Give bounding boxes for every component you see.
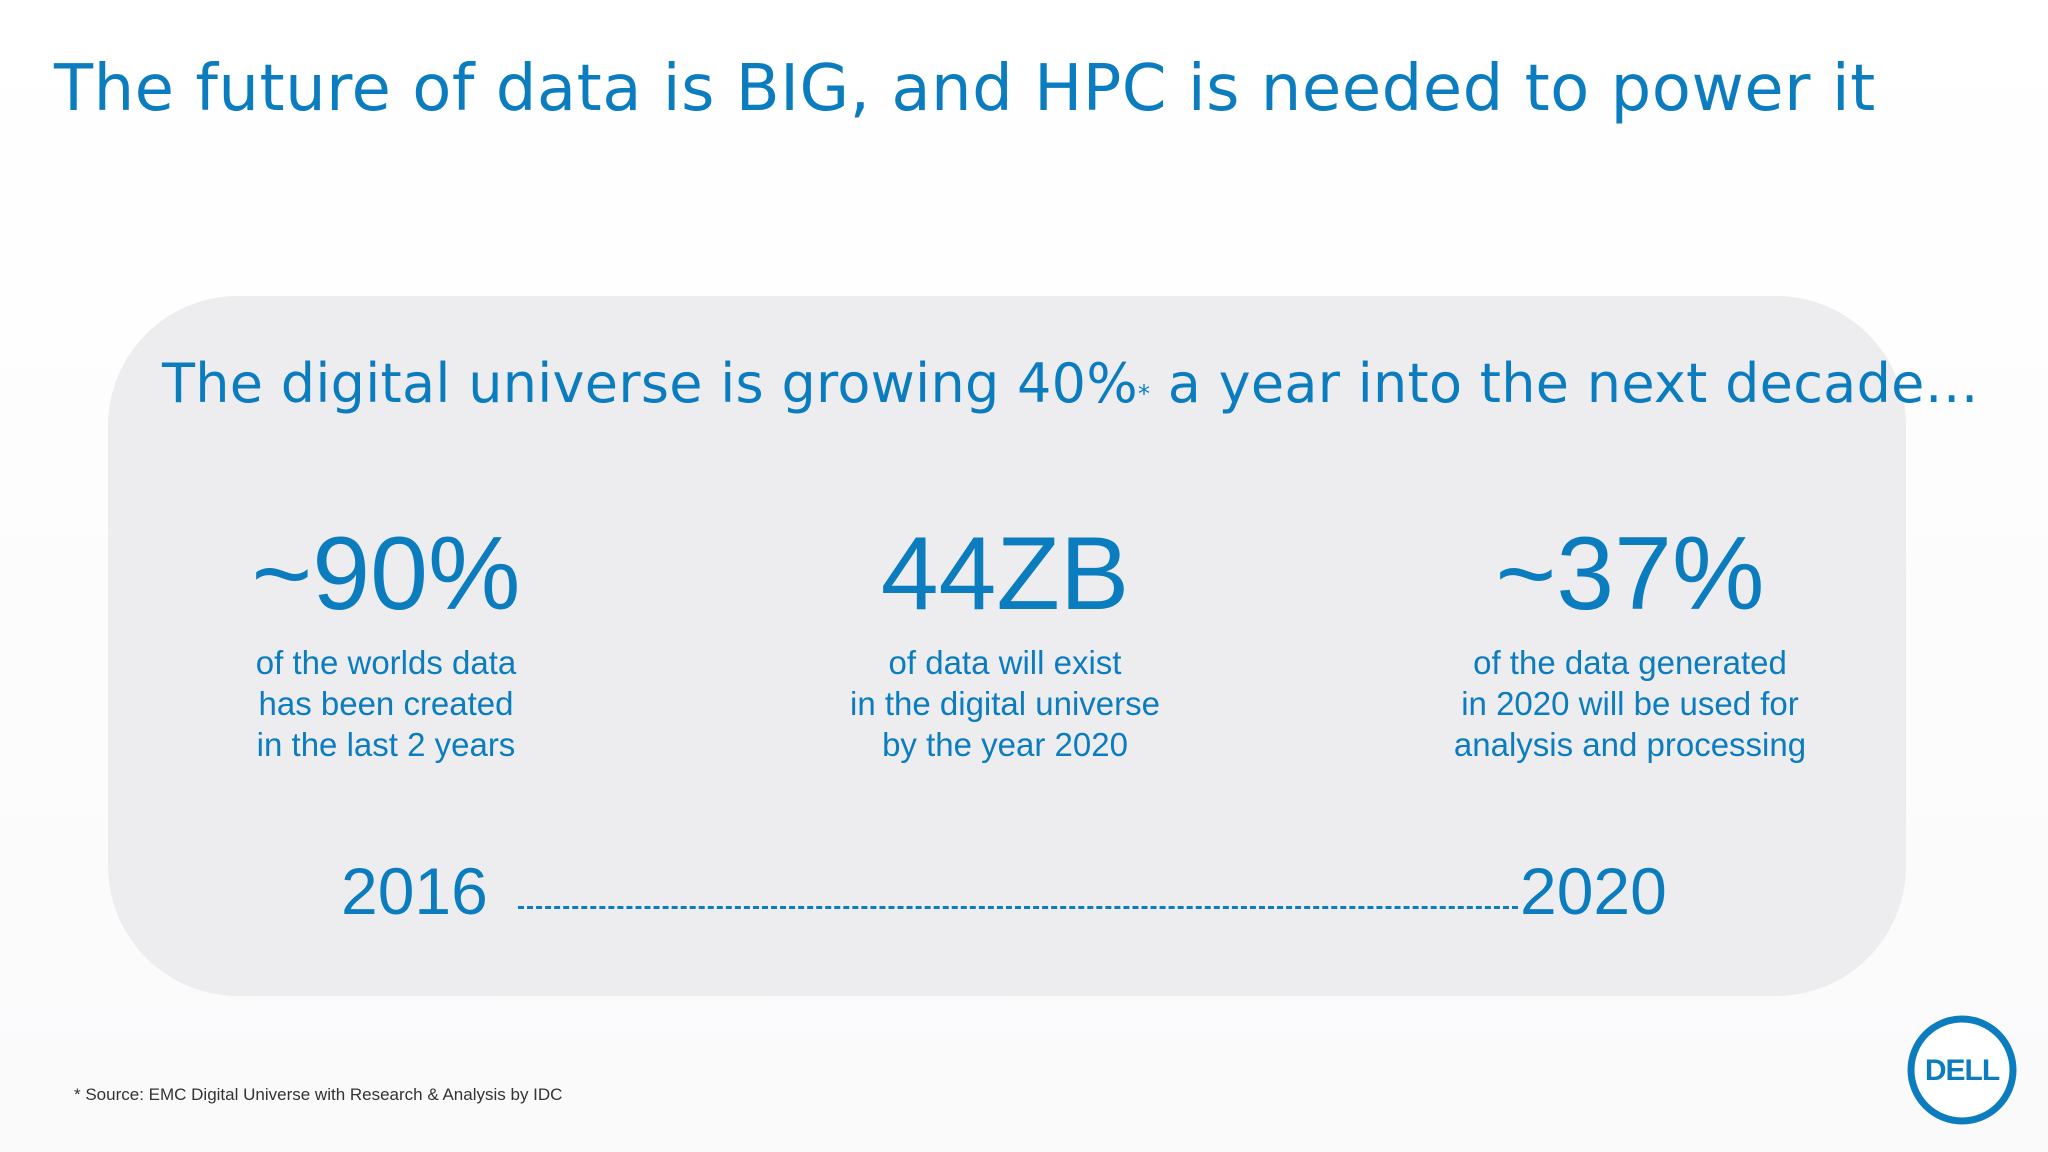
stat-description-line: in the digital universe — [849, 685, 1161, 722]
timeline-dashed-line — [518, 906, 1518, 909]
dell-logo-icon: DELL — [1907, 1015, 2017, 1125]
stat-value: ~90% — [251, 516, 521, 632]
subtitle-text: The digital universe is growing 40% — [162, 352, 1138, 415]
subtitle-asterisk: * — [1137, 380, 1151, 408]
stat-data-analyzed: ~37% of the data generated in 2020 will … — [1420, 522, 1840, 765]
logo-text: DELL — [1925, 1054, 2000, 1087]
stats-panel: The digital universe is growing 40%* a y… — [108, 296, 1979, 996]
panel-subtitle: The digital universe is growing 40%* a y… — [162, 352, 1979, 415]
stat-data-volume: 44ZB of data will exist in the digital u… — [795, 522, 1215, 765]
timeline-end-year: 2020 — [1520, 854, 1667, 928]
stat-description-line: by the year 2020 — [882, 726, 1128, 763]
stat-description-line: in the last 2 years — [256, 726, 516, 763]
subtitle-text-rest: a year into the next decade… — [1150, 352, 1979, 415]
stat-description-line: in 2020 will be used for — [1461, 685, 1799, 722]
stat-description-line: of the data generated — [1473, 644, 1787, 681]
stat-description: of the data generated in 2020 will be us… — [1420, 642, 1840, 765]
stat-description: of the worlds data has been created in t… — [176, 642, 596, 765]
stat-description-line: of the worlds data — [255, 644, 517, 681]
slide-title: The future of data is BIG, and HPC is ne… — [54, 52, 1876, 126]
stat-value: 44ZB — [880, 516, 1130, 632]
timeline-start-year: 2016 — [341, 854, 488, 928]
stat-data-created: ~90% of the worlds data has been created… — [176, 522, 596, 765]
stat-value: ~37% — [1495, 516, 1765, 632]
stat-description: of data will exist in the digital univer… — [795, 642, 1215, 765]
source-footnote: * Source: EMC Digital Universe with Rese… — [74, 1085, 563, 1104]
stat-description-line: of data will exist — [888, 644, 1122, 681]
stat-description-line: has been created — [258, 685, 514, 722]
stat-description-line: analysis and processing — [1453, 726, 1807, 763]
